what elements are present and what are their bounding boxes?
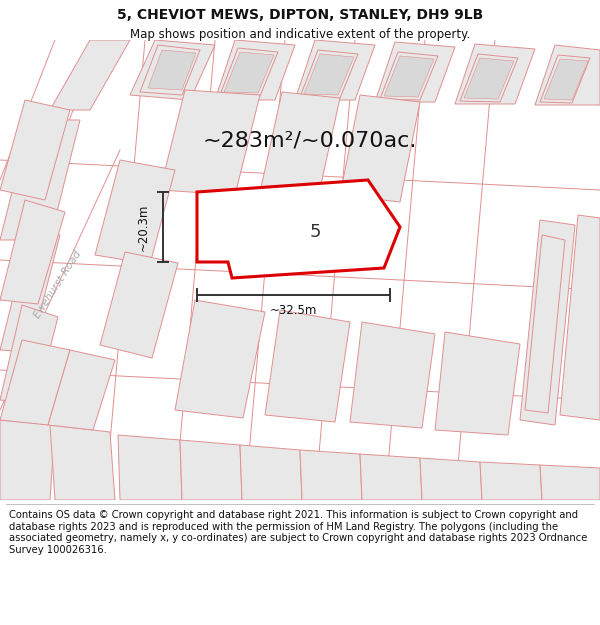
Polygon shape: [140, 45, 200, 95]
Polygon shape: [520, 220, 575, 425]
Polygon shape: [130, 40, 215, 100]
Polygon shape: [95, 160, 175, 264]
Polygon shape: [175, 300, 265, 418]
Polygon shape: [180, 440, 242, 500]
Text: ~32.5m: ~32.5m: [270, 304, 317, 318]
Polygon shape: [50, 40, 130, 110]
Polygon shape: [197, 180, 400, 278]
Text: ~20.3m: ~20.3m: [137, 203, 149, 251]
Polygon shape: [435, 332, 520, 435]
Polygon shape: [0, 120, 80, 240]
Text: Contains OS data © Crown copyright and database right 2021. This information is : Contains OS data © Crown copyright and d…: [9, 510, 587, 555]
Polygon shape: [215, 40, 295, 100]
Polygon shape: [540, 465, 600, 500]
Polygon shape: [265, 310, 350, 422]
Polygon shape: [220, 48, 278, 96]
Polygon shape: [350, 322, 435, 428]
Text: ~283m²/~0.070ac.: ~283m²/~0.070ac.: [203, 130, 417, 150]
Polygon shape: [384, 56, 434, 97]
Polygon shape: [455, 44, 535, 104]
Polygon shape: [0, 100, 70, 200]
Polygon shape: [360, 454, 422, 500]
Polygon shape: [304, 54, 354, 95]
Polygon shape: [118, 435, 182, 500]
Polygon shape: [0, 305, 58, 403]
Polygon shape: [375, 42, 455, 102]
Polygon shape: [460, 54, 518, 102]
Polygon shape: [540, 55, 590, 103]
Polygon shape: [0, 200, 65, 304]
Text: 5: 5: [309, 223, 321, 241]
Polygon shape: [148, 50, 196, 90]
Polygon shape: [340, 95, 420, 202]
Text: Map shows position and indicative extent of the property.: Map shows position and indicative extent…: [130, 28, 470, 41]
Polygon shape: [525, 235, 565, 413]
Polygon shape: [420, 458, 482, 500]
Polygon shape: [240, 445, 302, 500]
Polygon shape: [300, 450, 362, 500]
Polygon shape: [50, 425, 115, 500]
Polygon shape: [0, 340, 70, 425]
Text: 5, CHEVIOT MEWS, DIPTON, STANLEY, DH9 9LB: 5, CHEVIOT MEWS, DIPTON, STANLEY, DH9 9L…: [117, 8, 483, 22]
Polygon shape: [260, 92, 340, 198]
Polygon shape: [535, 45, 600, 105]
Polygon shape: [295, 40, 375, 100]
Polygon shape: [480, 462, 542, 500]
Polygon shape: [560, 215, 600, 420]
Polygon shape: [380, 52, 438, 100]
Polygon shape: [160, 90, 260, 195]
Polygon shape: [224, 52, 274, 93]
Text: Ewehurst Road: Ewehurst Road: [32, 249, 83, 321]
Polygon shape: [5, 400, 65, 455]
Polygon shape: [48, 350, 115, 430]
Polygon shape: [0, 230, 60, 352]
Polygon shape: [0, 420, 55, 500]
Polygon shape: [464, 58, 514, 99]
Polygon shape: [300, 50, 358, 98]
Polygon shape: [100, 252, 178, 358]
Polygon shape: [544, 59, 588, 100]
